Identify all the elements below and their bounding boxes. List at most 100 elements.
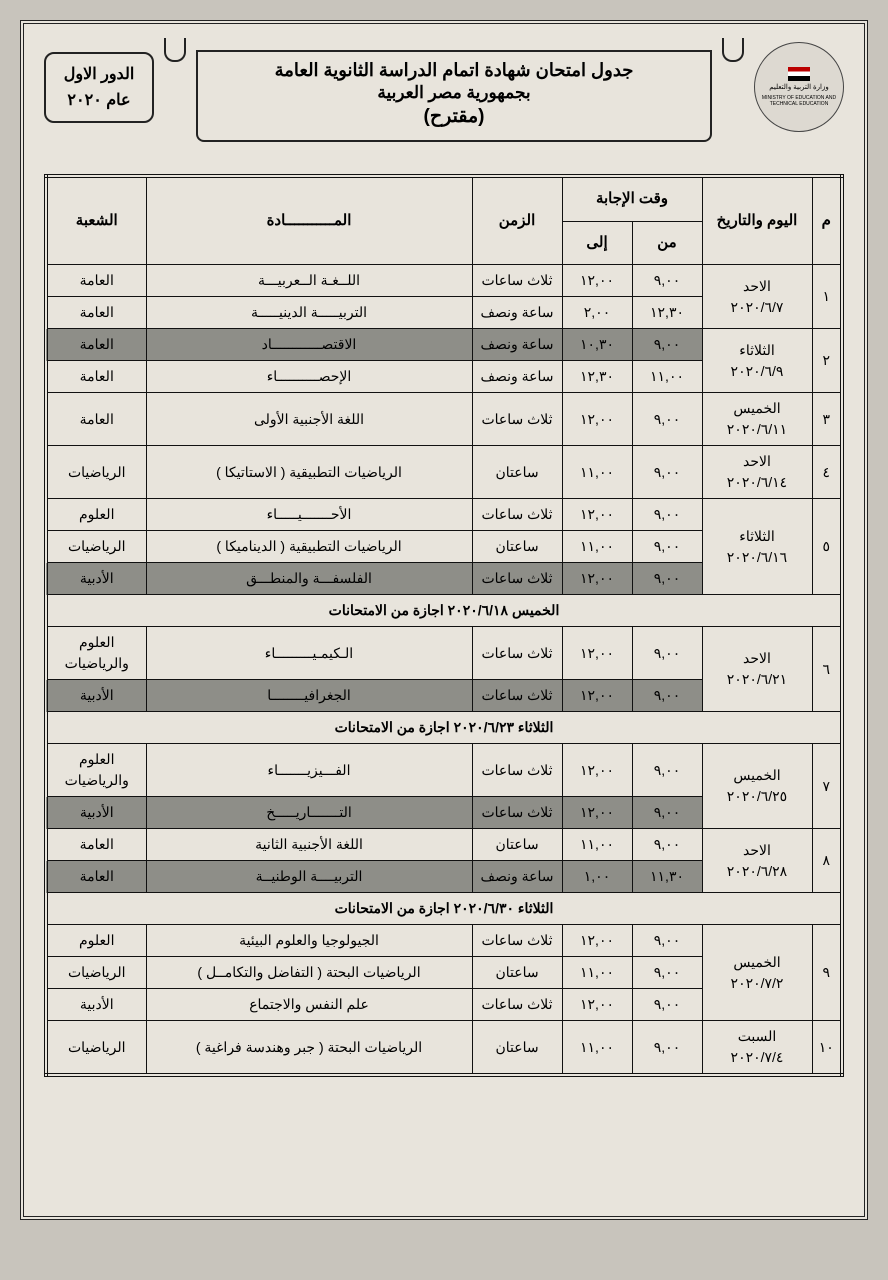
cell-index: ١٠ bbox=[812, 1021, 842, 1076]
col-index: م bbox=[812, 176, 842, 265]
title-scroll: جدول امتحان شهادة اتمام الدراسة الثانوية… bbox=[166, 42, 742, 154]
cell-dur: ساعتان bbox=[472, 829, 562, 861]
cell-subj: الإحصــــــــــاء bbox=[146, 361, 472, 393]
cell-from: ٩,٠٠ bbox=[632, 957, 702, 989]
cell-dur: ساعة ونصف bbox=[472, 297, 562, 329]
table-header-row: م اليوم والتاريخ وقت الإجابة الزمن المــ… bbox=[46, 176, 842, 221]
cell-to: ١٢,٠٠ bbox=[562, 925, 632, 957]
document-header: وزارة التربية والتعليم MINISTRY OF EDUCA… bbox=[44, 42, 844, 154]
cell-subj: التـــــــاريـــــخ bbox=[146, 797, 472, 829]
table-row: ٩ الخميس ٢٠٢٠/٧/٢ ٩,٠٠ ١٢,٠٠ ثلاث ساعات … bbox=[46, 925, 842, 957]
cell-subj: اللغة الأجنبية الثانية bbox=[146, 829, 472, 861]
cell-subj: التربيـــــة الدينيـــــة bbox=[146, 297, 472, 329]
cell-from: ٩,٠٠ bbox=[632, 393, 702, 446]
cell-index: ٢ bbox=[812, 329, 842, 393]
cell-track: الرياضيات bbox=[46, 446, 146, 499]
cell-from: ٩,٠٠ bbox=[632, 265, 702, 297]
col-duration: الزمن bbox=[472, 176, 562, 265]
cell-to: ١٢,٠٠ bbox=[562, 797, 632, 829]
cell-subj: اللغة الأجنبية الأولى bbox=[146, 393, 472, 446]
cell-dur: ساعتان bbox=[472, 957, 562, 989]
logo-text-ar: وزارة التربية والتعليم bbox=[757, 84, 841, 92]
cell-index: ٦ bbox=[812, 627, 842, 712]
cell-index: ٨ bbox=[812, 829, 842, 893]
holiday-row: الخميس ٢٠٢٠/٦/١٨ اجازة من الامتحانات bbox=[46, 595, 842, 627]
cell-to: ١٢,٠٠ bbox=[562, 627, 632, 680]
cell-date: الثلاثاء ٢٠٢٠/٦/١٦ bbox=[702, 499, 812, 595]
cell-track: العامة bbox=[46, 861, 146, 893]
round-line-1: الدور الاول bbox=[50, 62, 148, 88]
cell-subj: الرياضيات التطبيقية ( الاستاتيكا ) bbox=[146, 446, 472, 499]
cell-date: الاحد ٢٠٢٠/٦/١٤ bbox=[702, 446, 812, 499]
table-row: ٧ الخميس ٢٠٢٠/٦/٢٥ ٩,٠٠ ١٢,٠٠ ثلاث ساعات… bbox=[46, 744, 842, 797]
cell-track: العلوم bbox=[46, 499, 146, 531]
cell-dur: ثلاث ساعات bbox=[472, 680, 562, 712]
cell-dur: ساعتان bbox=[472, 446, 562, 499]
cell-date: الاحد ٢٠٢٠/٦/٢٨ bbox=[702, 829, 812, 893]
cell-to: ١٢,٠٠ bbox=[562, 393, 632, 446]
ministry-logo: وزارة التربية والتعليم MINISTRY OF EDUCA… bbox=[754, 42, 844, 132]
cell-subj: التربيــــة الوطنيــة bbox=[146, 861, 472, 893]
cell-dur: ساعتان bbox=[472, 531, 562, 563]
table-row: ٥ الثلاثاء ٢٠٢٠/٦/١٦ ٩,٠٠ ١٢,٠٠ ثلاث ساع… bbox=[46, 499, 842, 531]
cell-dur: ثلاث ساعات bbox=[472, 393, 562, 446]
cell-to: ١١,٠٠ bbox=[562, 531, 632, 563]
cell-track: العامة bbox=[46, 297, 146, 329]
cell-dur: ثلاث ساعات bbox=[472, 627, 562, 680]
cell-track: الأدبية bbox=[46, 563, 146, 595]
cell-from: ٩,٠٠ bbox=[632, 1021, 702, 1076]
cell-track: العامة bbox=[46, 829, 146, 861]
cell-date: الخميس ٢٠٢٠/٦/٢٥ bbox=[702, 744, 812, 829]
cell-to: ١٢,٠٠ bbox=[562, 744, 632, 797]
col-time: وقت الإجابة bbox=[562, 176, 702, 221]
title-line-3: (مقترح) bbox=[204, 105, 704, 128]
cell-subj: الـكيمـيـــــــــاء bbox=[146, 627, 472, 680]
cell-index: ١ bbox=[812, 265, 842, 329]
cell-track: الأدبية bbox=[46, 680, 146, 712]
cell-track: العامة bbox=[46, 393, 146, 446]
col-subject: المـــــــــــادة bbox=[146, 176, 472, 265]
cell-from: ٩,٠٠ bbox=[632, 499, 702, 531]
cell-track: الرياضيات bbox=[46, 531, 146, 563]
holiday-text: الثلاثاء ٢٠٢٠/٦/٢٣ اجازة من الامتحانات bbox=[46, 712, 842, 744]
title-line-2: بجمهورية مصر العربية bbox=[204, 83, 704, 103]
scroll-decor-icon bbox=[164, 38, 186, 62]
cell-dur: ثلاث ساعات bbox=[472, 797, 562, 829]
cell-to: ١٢,٠٠ bbox=[562, 680, 632, 712]
cell-from: ٩,٠٠ bbox=[632, 989, 702, 1021]
cell-from: ٩,٠٠ bbox=[632, 797, 702, 829]
col-to: إلى bbox=[562, 221, 632, 265]
cell-subj: الرياضيات البحتة ( التفاضل والتكامــل ) bbox=[146, 957, 472, 989]
cell-from: ٩,٠٠ bbox=[632, 925, 702, 957]
cell-dur: ساعة ونصف bbox=[472, 861, 562, 893]
cell-from: ٩,٠٠ bbox=[632, 829, 702, 861]
cell-subj: الفـــيزيـــــــاء bbox=[146, 744, 472, 797]
cell-subj: الجغرافيــــــــا bbox=[146, 680, 472, 712]
cell-dur: ثلاث ساعات bbox=[472, 744, 562, 797]
cell-from: ٩,٠٠ bbox=[632, 531, 702, 563]
cell-to: ١٠,٣٠ bbox=[562, 329, 632, 361]
cell-dur: ثلاث ساعات bbox=[472, 265, 562, 297]
cell-track: العلوم bbox=[46, 925, 146, 957]
cell-subj: الرياضيات التطبيقية ( الديناميكا ) bbox=[146, 531, 472, 563]
cell-to: ١١,٠٠ bbox=[562, 957, 632, 989]
cell-date: الخميس ٢٠٢٠/٧/٢ bbox=[702, 925, 812, 1021]
holiday-text: الخميس ٢٠٢٠/٦/١٨ اجازة من الامتحانات bbox=[46, 595, 842, 627]
cell-track: العلوم والرياضيات bbox=[46, 744, 146, 797]
cell-from: ٩,٠٠ bbox=[632, 446, 702, 499]
holiday-text: الثلاثاء ٢٠٢٠/٦/٣٠ اجازة من الامتحانات bbox=[46, 893, 842, 925]
cell-index: ٣ bbox=[812, 393, 842, 446]
cell-dur: ثلاث ساعات bbox=[472, 989, 562, 1021]
cell-from: ١١,٠٠ bbox=[632, 361, 702, 393]
cell-subj: علم النفس والاجتماع bbox=[146, 989, 472, 1021]
cell-track: الرياضيات bbox=[46, 1021, 146, 1076]
cell-dur: ساعتان bbox=[472, 1021, 562, 1076]
flag-icon bbox=[788, 67, 810, 81]
table-row: ٤ الاحد ٢٠٢٠/٦/١٤ ٩,٠٠ ١١,٠٠ ساعتان الري… bbox=[46, 446, 842, 499]
cell-track: الرياضيات bbox=[46, 957, 146, 989]
table-row: ١٠ السبت ٢٠٢٠/٧/٤ ٩,٠٠ ١١,٠٠ ساعتان الري… bbox=[46, 1021, 842, 1076]
exam-schedule-table: م اليوم والتاريخ وقت الإجابة الزمن المــ… bbox=[44, 174, 844, 1077]
cell-date: الاحد ٢٠٢٠/٦/٧ bbox=[702, 265, 812, 329]
cell-track: الأدبية bbox=[46, 989, 146, 1021]
cell-date: الخميس ٢٠٢٠/٦/١١ bbox=[702, 393, 812, 446]
